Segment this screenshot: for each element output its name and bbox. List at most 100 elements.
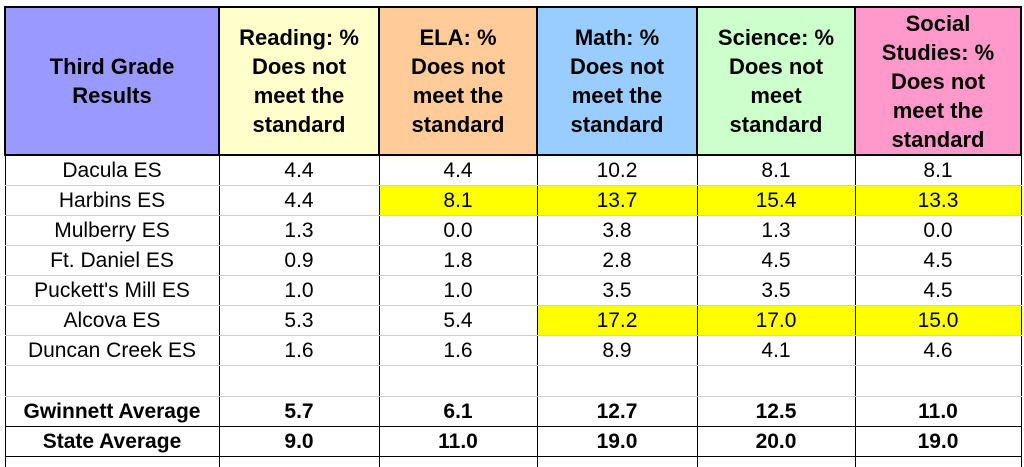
science-value: 1.3 [697, 216, 855, 246]
header-line: Does not [729, 54, 823, 79]
social-studies-value: 15.0 [855, 306, 1021, 336]
science-value: 4.5 [697, 246, 855, 276]
social-studies-average: 11.0 [855, 397, 1021, 427]
science-average: 12.5 [697, 397, 855, 427]
social-studies-value: 4.6 [855, 336, 1021, 366]
school-name: Puckett's Mill ES [5, 276, 219, 306]
header-line: Results [72, 83, 151, 108]
header-ela: ELA: % Does not meet the standard [379, 7, 537, 155]
ela-value: 0.0 [379, 216, 537, 246]
empty-cell [855, 366, 1021, 397]
math-value: 3.5 [537, 276, 697, 306]
school-name: Duncan Creek ES [5, 336, 219, 366]
science-value: 17.0 [697, 306, 855, 336]
reading-value: 1.6 [219, 336, 379, 366]
empty-cell [697, 457, 855, 467]
header-line: Does not [252, 54, 346, 79]
trailing-row [5, 457, 1021, 467]
social-studies-value: 4.5 [855, 246, 1021, 276]
math-value: 2.8 [537, 246, 697, 276]
header-line: meet the [413, 83, 503, 108]
social-studies-value: 0.0 [855, 216, 1021, 246]
header-line: Does not [891, 69, 985, 94]
average-label: State Average [5, 427, 219, 457]
header-line: Reading: % [239, 25, 359, 50]
social-studies-value: 13.3 [855, 186, 1021, 216]
ela-value: 1.0 [379, 276, 537, 306]
empty-cell [379, 457, 537, 467]
header-line: meet the [254, 83, 344, 108]
header-line: standard [892, 127, 985, 152]
reading-average: 9.0 [219, 427, 379, 457]
ela-value: 5.4 [379, 306, 537, 336]
header-line: standard [571, 112, 664, 137]
social-studies-value: 8.1 [855, 155, 1021, 186]
results-table: Third Grade Results Reading: % Does not meet… [4, 6, 1022, 467]
header-line: meet the [893, 98, 983, 123]
math-average: 12.7 [537, 397, 697, 427]
spacer-row [5, 366, 1021, 397]
science-value: 3.5 [697, 276, 855, 306]
header-line: Third Grade [50, 54, 175, 79]
science-value: 8.1 [697, 155, 855, 186]
header-line: Studies: % [882, 40, 994, 65]
header-science: Science: % Does not meet standard [697, 7, 855, 155]
reading-value: 0.9 [219, 246, 379, 276]
reading-value: 4.4 [219, 186, 379, 216]
reading-value: 4.4 [219, 155, 379, 186]
header-row: Third Grade Results Reading: % Does not meet… [5, 7, 1021, 155]
empty-cell [379, 366, 537, 397]
math-value: 10.2 [537, 155, 697, 186]
ela-value: 1.6 [379, 336, 537, 366]
average-label: Gwinnett Average [5, 397, 219, 427]
school-name: Harbins ES [5, 186, 219, 216]
empty-cell [219, 457, 379, 467]
science-value: 4.1 [697, 336, 855, 366]
school-name: Ft. Daniel ES [5, 246, 219, 276]
ela-value: 4.4 [379, 155, 537, 186]
reading-value: 5.3 [219, 306, 379, 336]
school-name: Dacula ES [5, 155, 219, 186]
header-line: Does not [570, 54, 664, 79]
science-average: 20.0 [697, 427, 855, 457]
header-line: meet the [572, 83, 662, 108]
math-average: 19.0 [537, 427, 697, 457]
header-line: Science: % [718, 25, 834, 50]
reading-average: 5.7 [219, 397, 379, 427]
empty-cell [537, 457, 697, 467]
ela-average: 11.0 [379, 427, 537, 457]
header-line: Math: % [575, 25, 659, 50]
empty-cell [5, 366, 219, 397]
school-name: Mulberry ES [5, 216, 219, 246]
empty-cell [855, 457, 1021, 467]
science-value: 15.4 [697, 186, 855, 216]
ela-value: 8.1 [379, 186, 537, 216]
header-line: Social [906, 11, 971, 36]
header-line: standard [412, 112, 505, 137]
header-line: meet [750, 83, 801, 108]
empty-cell [219, 366, 379, 397]
header-grade: Third Grade Results [5, 7, 219, 155]
reading-value: 1.0 [219, 276, 379, 306]
header-line: ELA: % [420, 25, 497, 50]
header-line: standard [730, 112, 823, 137]
ela-average: 6.1 [379, 397, 537, 427]
header-math: Math: % Does not meet the standard [537, 7, 697, 155]
social-studies-value: 4.5 [855, 276, 1021, 306]
math-value: 8.9 [537, 336, 697, 366]
math-value: 17.2 [537, 306, 697, 336]
empty-cell [697, 366, 855, 397]
math-value: 3.8 [537, 216, 697, 246]
header-line: Does not [411, 54, 505, 79]
social-studies-average: 19.0 [855, 427, 1021, 457]
